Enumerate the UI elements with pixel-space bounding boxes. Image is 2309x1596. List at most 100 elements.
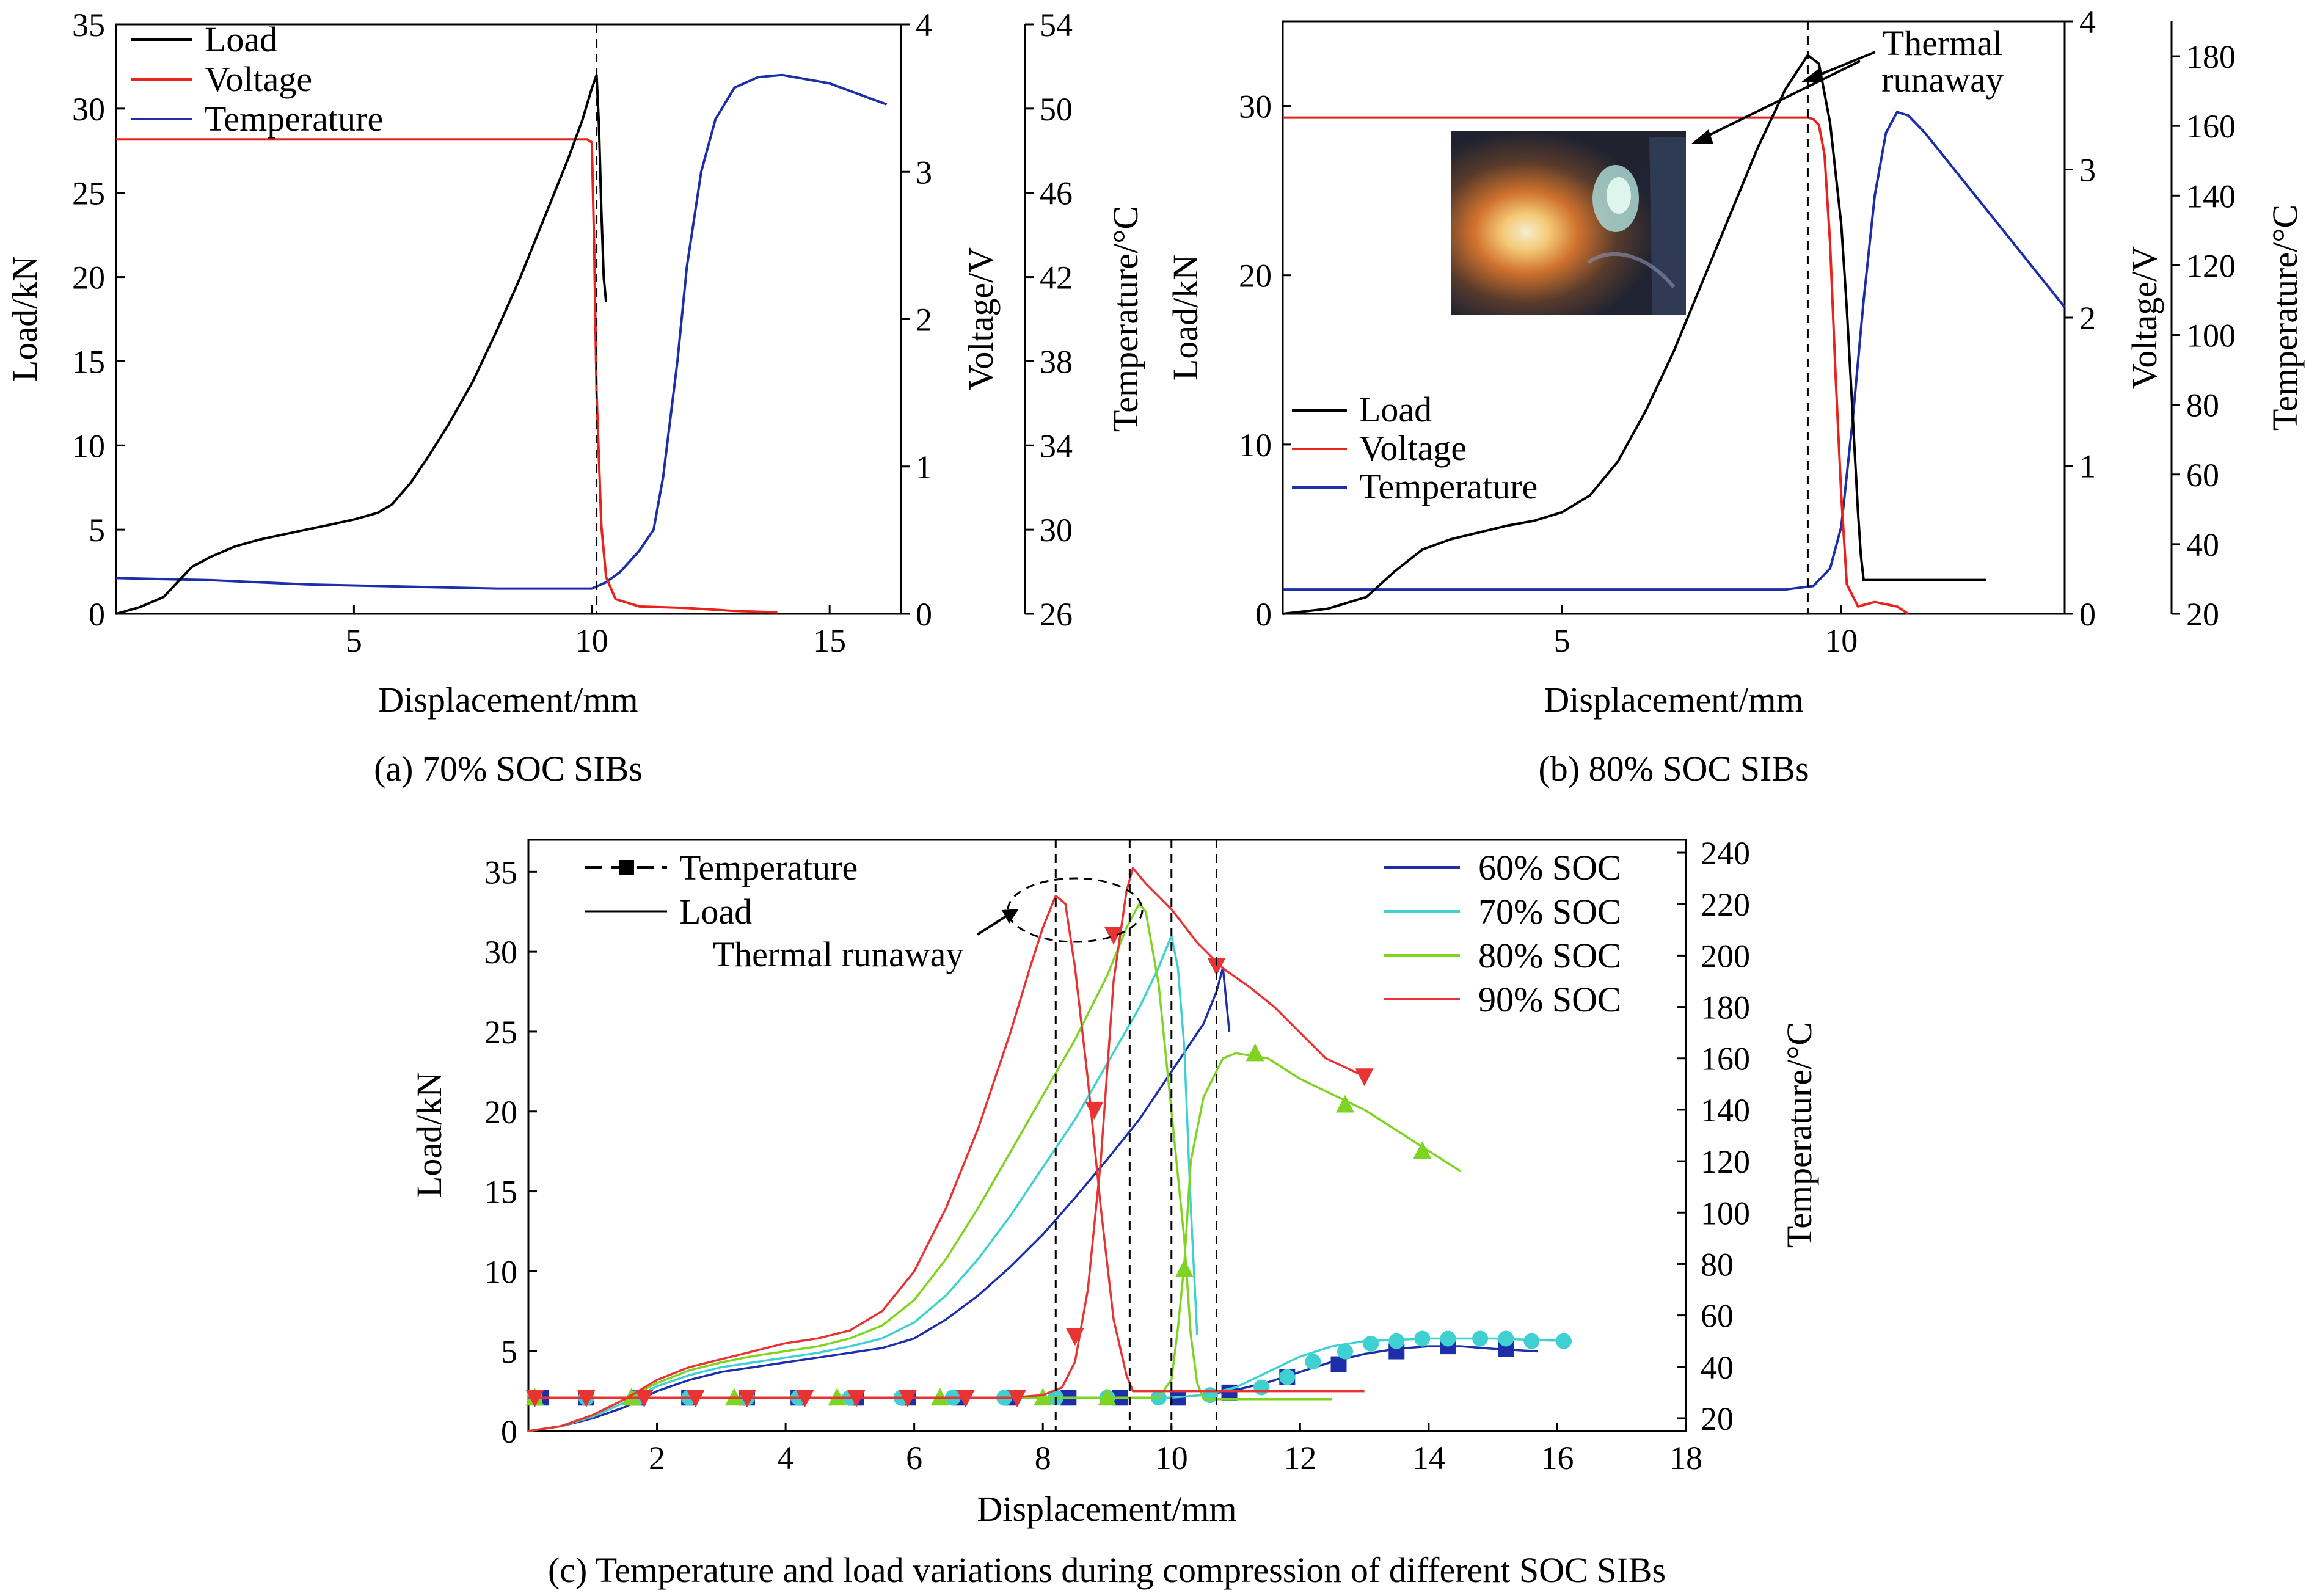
80-soc-temperature-marker [1098, 1388, 1117, 1406]
80-soc-temperature-marker [1413, 1141, 1432, 1159]
y-tick-label: 30 [72, 91, 105, 128]
x-tick-label: 15 [813, 622, 846, 659]
x-tick-label: 6 [906, 1440, 922, 1476]
voltage-tick-label: 2 [2079, 300, 2096, 337]
temperature-tick-label: 60 [2186, 457, 2219, 494]
70-soc-temperature-marker [1253, 1379, 1270, 1396]
panel-b-annotation-line1: Thermal [1883, 23, 2002, 63]
temperature-tick-label: 30 [1040, 512, 1073, 548]
temperature-tick-label: 120 [1701, 1143, 1750, 1180]
temperature-tick-label: 26 [1040, 596, 1073, 633]
70-soc-temperature-marker [1523, 1333, 1540, 1349]
y-tick-label: 25 [484, 1014, 517, 1051]
90-soc-temperature-marker [525, 1390, 544, 1408]
temperature-tick-label: 54 [1040, 7, 1073, 43]
90-soc-temperature-marker [847, 1390, 866, 1408]
70-soc-temperature-marker [1305, 1354, 1321, 1370]
temperature-tick-label: 180 [1701, 989, 1750, 1026]
x-tick-label: 12 [1283, 1440, 1316, 1476]
x-tick-label: 10 [575, 622, 608, 659]
voltage-tick-label: 1 [916, 449, 932, 486]
60-soc-load-line [528, 966, 1231, 1432]
panel-c-annotation-label: Thermal runaway [713, 935, 964, 974]
panel-b-caption: (b) 80% SOC SIBs [1538, 749, 1809, 789]
80-soc-load-line [528, 902, 1332, 1432]
80-soc-temperature-marker [1246, 1043, 1264, 1062]
90-soc-temperature-marker [1355, 1068, 1374, 1087]
temperature-line [1283, 111, 2066, 591]
y-tick-label: 35 [484, 854, 517, 891]
panel-c-temperature-axis-label: Temperature/°C [1779, 1022, 1819, 1248]
90-soc-temperature-marker [1085, 1101, 1104, 1120]
temperature-tick-label: 20 [1701, 1401, 1734, 1437]
legend-70-soc-label: 70% SOC [1478, 892, 1621, 931]
panel-b-x-axis-label: Displacement/mm [1544, 680, 1803, 720]
panel-c-annotation: Thermal runaway [713, 877, 1144, 974]
voltage-tick-label: 2 [916, 302, 932, 338]
panel-b-temperature-axis-label: Temperature/°C [2265, 205, 2305, 431]
panel-b-annotation-line2: runaway [1881, 60, 2004, 100]
x-tick-label: 5 [1554, 622, 1570, 659]
90-soc-temperature-marker [795, 1390, 814, 1408]
thermal-runaway-photo [1451, 131, 1686, 315]
x-tick-label: 18 [1669, 1440, 1702, 1476]
temperature-tick-label: 100 [2186, 318, 2236, 354]
panel-c-x-axis-label: Displacement/mm [977, 1489, 1236, 1529]
panel-a-voltage-axis-label: Voltage/V [961, 247, 1001, 390]
temperature-tick-label: 240 [1701, 835, 1750, 872]
90-soc-temperature-marker [1104, 927, 1123, 945]
70-soc-temperature-marker [1279, 1369, 1296, 1385]
y-tick-label: 5 [89, 512, 105, 548]
temperature-tick-label: 220 [1701, 886, 1750, 923]
y-tick-label: 20 [484, 1094, 517, 1131]
panel-a-temperature-axis-label: Temperature/°C [1106, 206, 1145, 432]
70-soc-temperature-marker [1472, 1330, 1489, 1347]
voltage-tick-label: 4 [2079, 4, 2096, 40]
y-tick-label: 25 [72, 175, 105, 212]
y-tick-label: 20 [72, 260, 105, 296]
x-tick-label: 4 [778, 1440, 794, 1476]
temperature-tick-label: 160 [2186, 108, 2236, 145]
90-soc-temperature-marker [577, 1390, 596, 1408]
temperature-tick-label: 20 [2186, 596, 2219, 633]
x-tick-label: 2 [649, 1440, 665, 1476]
y-tick-label: 10 [1239, 427, 1272, 464]
70-soc-temperature-marker [1337, 1343, 1354, 1360]
80-soc-temperature-marker [1175, 1259, 1194, 1277]
y-tick-label: 0 [501, 1413, 517, 1450]
70-soc-load-line [528, 935, 1198, 1432]
90-soc-temperature-marker [1207, 958, 1226, 976]
70-soc-temperature-marker [1363, 1335, 1379, 1352]
y-tick-label: 0 [1255, 596, 1272, 633]
70-soc-temperature-marker [1440, 1330, 1456, 1347]
panel-c-caption: (c) Temperature and load variations duri… [548, 1550, 1666, 1590]
panel-c-series-legend: 60% SOC 70% SOC 80% SOC 90% SOC [1384, 848, 1621, 1019]
legend-temperature-label: Temperature [1359, 467, 1538, 506]
temperature-tick-label: 200 [1701, 938, 1750, 974]
voltage-tick-label: 0 [916, 596, 932, 633]
y-tick-label: 30 [484, 934, 517, 971]
voltage-tick-label: 1 [2079, 448, 2096, 485]
temperature-tick-label: 42 [1040, 260, 1073, 296]
x-tick-label: 10 [1155, 1440, 1188, 1476]
voltage-line [1283, 116, 1910, 615]
x-tick-label: 16 [1541, 1440, 1574, 1476]
panel-a-load-axis-label: Load/kN [5, 256, 45, 382]
voltage-tick-label: 4 [916, 7, 932, 43]
panel-a-caption: (a) 70% SOC SIBs [374, 749, 643, 789]
temperature-tick-label: 40 [1701, 1349, 1734, 1386]
temperature-tick-label: 80 [1701, 1246, 1734, 1283]
voltage-tick-label: 3 [2079, 152, 2096, 189]
x-tick-label: 14 [1412, 1440, 1445, 1476]
voltage-tick-label: 3 [916, 154, 932, 191]
legend-voltage-label: Voltage [205, 59, 312, 99]
70-soc-temperature-marker [1388, 1333, 1405, 1349]
temperature-tick-label: 40 [2186, 527, 2219, 563]
70-soc-temperature-marker [1498, 1330, 1514, 1347]
y-tick-label: 30 [1239, 89, 1272, 125]
legend-temperature-label: Temperature [205, 99, 383, 139]
x-tick-label: 5 [346, 622, 362, 659]
y-tick-label: 10 [72, 428, 105, 464]
90-soc-temperature-marker [737, 1390, 756, 1408]
